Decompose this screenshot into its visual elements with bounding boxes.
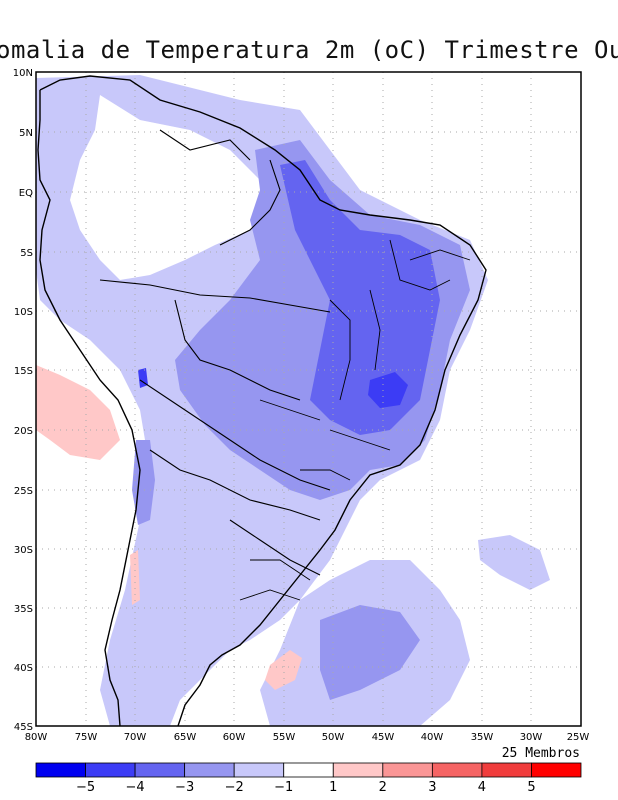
colorbar-swatch	[283, 762, 334, 778]
colorbar-swatch	[332, 762, 384, 778]
colorbar-swatch	[85, 762, 136, 778]
colorbar-tick-label: −1	[274, 780, 293, 795]
colorbar-tick-label: −5	[76, 780, 95, 795]
country-borders	[99, 129, 331, 576]
lat-label: 25S	[14, 486, 33, 497]
lat-label: 30S	[14, 545, 33, 556]
anomaly-region-plus1-chile	[130, 550, 140, 605]
lat-label: 5S	[20, 248, 33, 259]
colorbar-tick-label: −3	[175, 780, 194, 795]
lat-label: 5N	[19, 128, 33, 139]
lon-label: 40W	[421, 732, 444, 743]
lon-label: 80W	[25, 732, 48, 743]
colorbar-swatch	[431, 762, 483, 778]
lon-label: 60W	[223, 732, 246, 743]
colorbar-swatch	[35, 762, 86, 778]
latitude-labels: 10N 5N EQ 5S 10S 15S 20S 25S 30S 35S 40S…	[13, 68, 33, 733]
colorbar-swatch	[382, 762, 433, 778]
colorbar	[35, 762, 582, 778]
colorbar-tick-label: 4	[478, 780, 486, 795]
map-frame	[35, 71, 582, 727]
anomaly-region-plus1-south	[265, 650, 302, 690]
lat-label: 40S	[14, 663, 33, 674]
anomaly-region-minus4	[368, 372, 408, 408]
lon-label: 25W	[567, 732, 590, 743]
members-label: 25 Membros	[502, 746, 580, 761]
longitude-labels: 80W 75W 70W 65W 60W 55W 50W 45W 40W 35W …	[25, 732, 590, 743]
lon-label: 35W	[471, 732, 494, 743]
colorbar-tick-label: 2	[379, 780, 387, 795]
anomaly-region-minus4-andes	[138, 368, 148, 388]
lon-label: 75W	[75, 732, 98, 743]
colorbar-swatch	[134, 762, 186, 778]
lon-label: 55W	[273, 732, 296, 743]
colorbar-swatch	[184, 762, 235, 778]
lon-label: 65W	[174, 732, 197, 743]
lat-label: 20S	[14, 426, 33, 437]
anomaly-region-minus1-ocean-east	[478, 535, 550, 590]
colorbar-tick-label: −4	[126, 780, 145, 795]
lat-label: 15S	[14, 366, 33, 377]
lon-label: 70W	[124, 732, 147, 743]
colorbar-swatch	[481, 762, 532, 778]
coastlines	[37, 75, 487, 726]
colorbar-ticks: −5 −4 −3 −2 −1 1 2 3 4 5	[76, 780, 536, 795]
anomaly-region-minus3	[280, 160, 440, 435]
lat-label: 35S	[14, 604, 33, 615]
lat-label: 10N	[13, 68, 33, 79]
map-title: omalia de Temperatura 2m (oC) Trimestre …	[0, 36, 618, 76]
colorbar-tick-label: 1	[329, 780, 337, 795]
map-title-text: omalia de Temperatura 2m (oC) Trimestre …	[0, 36, 618, 64]
lat-label: 45S	[14, 722, 33, 733]
lon-label: 50W	[322, 732, 345, 743]
lon-label: 30W	[520, 732, 543, 743]
colorbar-swatch	[233, 762, 285, 778]
gridlines	[36, 72, 581, 726]
anomaly-region-minus2-ocean	[320, 605, 420, 700]
lat-label: EQ	[19, 188, 33, 199]
anomaly-region-plus1-pacific	[36, 365, 120, 460]
lat-label: 10S	[14, 307, 33, 318]
colorbar-swatch	[531, 762, 582, 778]
anomaly-fields	[36, 75, 550, 726]
colorbar-tick-label: 3	[428, 780, 436, 795]
colorbar-tick-label: 5	[527, 780, 535, 795]
colorbar-tick-label: −2	[225, 780, 244, 795]
south-america-coastline	[37, 75, 487, 726]
no-anomaly-region	[70, 95, 275, 280]
lon-label: 45W	[372, 732, 395, 743]
brazil-state-borders	[239, 239, 471, 601]
